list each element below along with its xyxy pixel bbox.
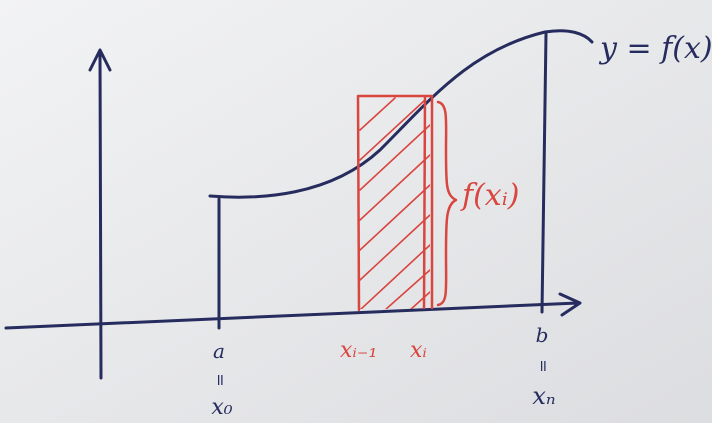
x0-label: x₀ bbox=[211, 395, 232, 420]
a-label: a bbox=[213, 339, 225, 363]
height-label: f(xᵢ) bbox=[460, 178, 519, 213]
equals-sign: = bbox=[211, 373, 230, 386]
equals-sign: = bbox=[534, 359, 553, 372]
xn-label: xₙ bbox=[532, 382, 555, 410]
x-i-label: xᵢ bbox=[410, 338, 427, 363]
b-label: b bbox=[536, 323, 549, 347]
whiteboard-diagram: y = f(x) f(xᵢ) xᵢ₋₁ xᵢ a = x₀ b = xₙ bbox=[0, 0, 712, 423]
x-prev-label: xᵢ₋₁ bbox=[340, 338, 377, 363]
curve-label: y = f(x) bbox=[598, 31, 712, 66]
